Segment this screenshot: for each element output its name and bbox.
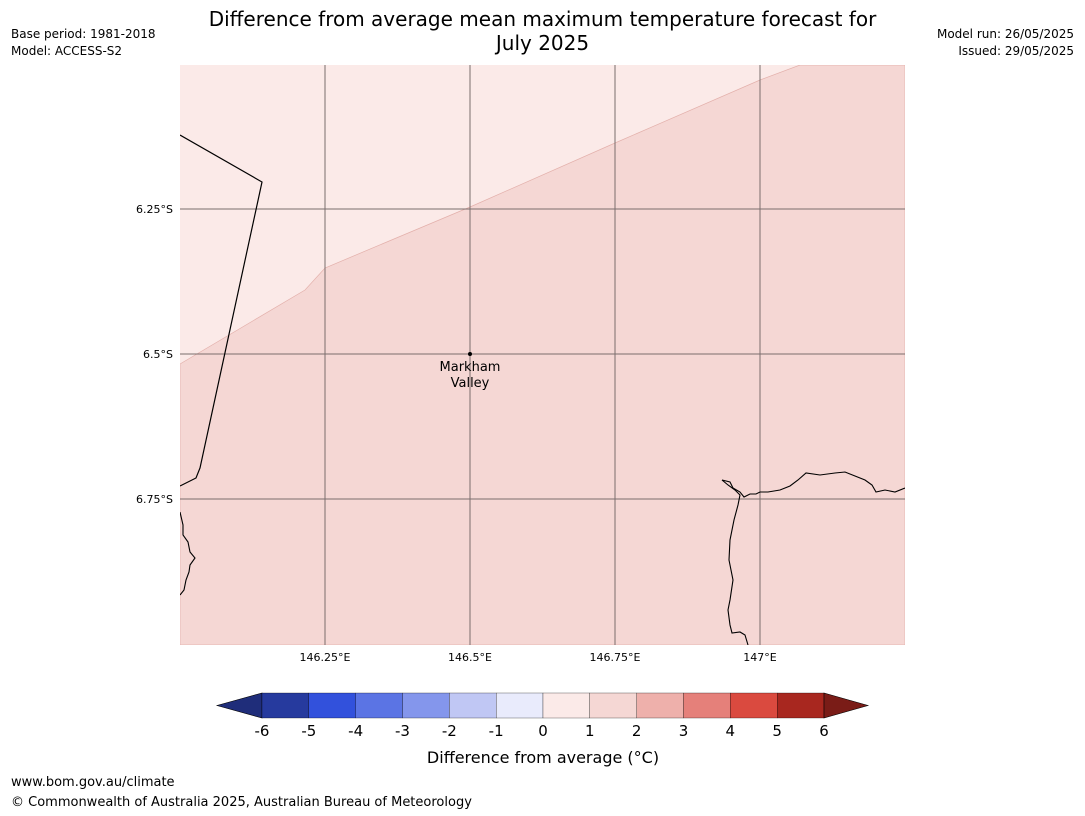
title-line-2: July 2025	[495, 31, 590, 55]
lon-label-147: 147°E	[743, 651, 776, 664]
place-name-line-2: Valley	[451, 376, 490, 391]
colorbar-tick-label: 3	[679, 722, 689, 740]
colorbar-tick-label: 4	[726, 722, 736, 740]
colorbar-segment	[542, 692, 590, 719]
colorbar-tick-label: -5	[301, 722, 316, 740]
colorbar-segment	[730, 692, 778, 719]
colorbar-segment	[402, 692, 450, 719]
base-period-label: Base period: 1981-2018	[11, 27, 156, 41]
footer-copyright: © Commonwealth of Australia 2025, Austra…	[11, 795, 472, 810]
metadata-left: Base period: 1981-2018 Model: ACCESS-S2	[11, 26, 156, 60]
title-line-1: Difference from average mean maximum tem…	[208, 7, 877, 31]
place-name-line-1: Markham	[440, 360, 501, 375]
colorbar-tick-label: 5	[772, 722, 782, 740]
lon-label-146-5: 146.5°E	[448, 651, 492, 664]
colorbar-under-arrow	[215, 692, 263, 719]
place-marker	[468, 352, 472, 356]
colorbar-segment	[589, 692, 637, 719]
colorbar-tick-label: -2	[442, 722, 457, 740]
colorbar-tick-label: 2	[632, 722, 642, 740]
colorbar-label: Difference from average (°C)	[427, 748, 659, 767]
lon-label-146-25: 146.25°E	[300, 651, 351, 664]
model-run-label: Model run: 26/05/2025	[936, 27, 1074, 41]
lat-label-6-5: 6.5°S	[143, 348, 173, 361]
colorbar-tick-label: -3	[395, 722, 410, 740]
border-line	[180, 134, 263, 487]
footer-url: www.bom.gov.au/climate	[11, 775, 175, 790]
colorbar-segment	[308, 692, 356, 719]
colorbar-tick-label: -4	[348, 722, 363, 740]
colorbar-segment	[636, 692, 684, 719]
metadata-right: Model run: 26/05/2025 Issued: 29/05/2025	[937, 26, 1074, 60]
colorbar-tick-label: 6	[819, 722, 829, 740]
model-label: Model: ACCESS-S2	[11, 44, 123, 58]
colorbar: -6 -5 -4 -3 -2 -1 0 1 2 3 4 5 6	[215, 692, 870, 740]
colorbar-segment	[683, 692, 731, 719]
colorbar-segment	[449, 692, 497, 719]
colorbar-segment	[496, 692, 544, 719]
colorbar-segment	[261, 692, 309, 719]
colorbar-tick-label: -6	[255, 722, 270, 740]
colorbar-over-arrow	[823, 692, 870, 719]
colorbar-segment	[355, 692, 403, 719]
river-line	[721, 479, 749, 645]
lat-label-6-25: 6.25°S	[136, 203, 173, 216]
lon-label-146-75: 146.75°E	[590, 651, 641, 664]
map-title: Difference from average mean maximum tem…	[180, 7, 905, 55]
issued-label: Issued: 29/05/2025	[958, 44, 1074, 58]
coastline-east	[721, 471, 905, 498]
colorbar-tick-label: 0	[538, 722, 548, 740]
lat-label-6-75: 6.75°S	[136, 493, 173, 506]
colorbar-tick-label: -1	[489, 722, 504, 740]
graticule	[180, 65, 905, 645]
colorbar-segment	[777, 692, 825, 719]
coastline-west	[180, 511, 196, 596]
colorbar-tick-label: 1	[585, 722, 595, 740]
